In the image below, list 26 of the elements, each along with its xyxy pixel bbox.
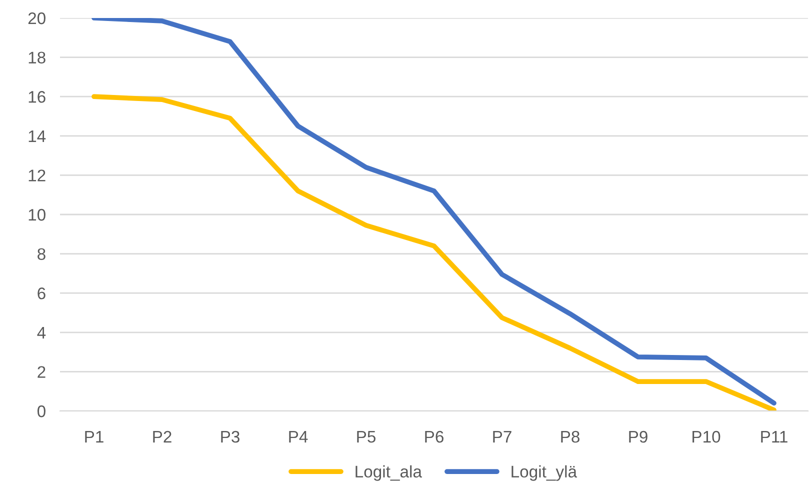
- y-tick-label: 10: [28, 208, 46, 221]
- y-tick-label: 6: [38, 288, 46, 300]
- x-tick-label: P1: [85, 431, 104, 443]
- legend-label: Logit_ylä: [512, 465, 578, 481]
- y-tick-label: 12: [28, 170, 46, 182]
- y-tick-label: 4: [37, 326, 46, 338]
- y-tick-label: 8: [38, 248, 46, 260]
- legend-label: Logit_ala: [356, 465, 422, 481]
- x-tick-label: P3: [221, 430, 240, 443]
- x-tick-label: P6: [425, 430, 444, 443]
- y-tick-label: 14: [28, 130, 46, 142]
- y-tick-label: 20: [28, 12, 46, 24]
- line-series: [92, 94, 776, 411]
- x-tick-label: P8: [561, 430, 580, 443]
- x-tick-label: P2: [153, 430, 172, 443]
- x-tick-label: P5: [357, 431, 376, 443]
- y-tick-label: 0: [37, 405, 46, 418]
- y-tick-label: 16: [28, 91, 46, 103]
- line-series: [92, 18, 776, 406]
- y-tick-label: 18: [28, 52, 46, 64]
- x-tick-label: P11: [761, 431, 788, 443]
- x-tick-label: P4: [289, 431, 308, 443]
- y-tick-label: 2: [38, 366, 46, 378]
- x-tick-label: P7: [493, 431, 512, 443]
- x-tick-label: P10: [692, 430, 720, 443]
- x-tick-label: P9: [629, 430, 648, 443]
